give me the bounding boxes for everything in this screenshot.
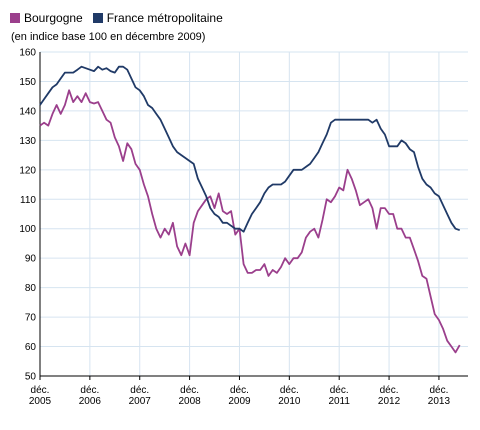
y-tick-label: 140 bbox=[19, 106, 36, 117]
x-tick-label: déc. 2005 bbox=[29, 385, 52, 407]
legend-label-france: France métropolitaine bbox=[106, 11, 223, 25]
y-tick-label: 150 bbox=[19, 77, 36, 88]
legend-item-france: France métropolitaine bbox=[92, 11, 223, 25]
y-tick-label: 100 bbox=[19, 224, 36, 235]
legend-swatch-bourgogne bbox=[10, 13, 20, 23]
y-tick-label: 60 bbox=[25, 342, 37, 353]
x-tick-label: déc. 2012 bbox=[378, 385, 401, 407]
x-tick-label: déc. 2009 bbox=[228, 385, 251, 407]
x-tick-label: déc. 2006 bbox=[79, 385, 102, 407]
y-tick-label: 110 bbox=[20, 195, 36, 206]
x-tick-label: déc. 2010 bbox=[278, 385, 301, 407]
series-line-france-metropolitaine bbox=[39, 65, 461, 233]
chart-subtitle: (en indice base 100 en décembre 2009) bbox=[11, 31, 206, 43]
legend-swatch-france bbox=[92, 13, 103, 23]
x-tick-label: déc. 2007 bbox=[129, 385, 152, 407]
legend-label-bourgogne: Bourgogne bbox=[24, 11, 83, 25]
x-tick-label: déc. 2013 bbox=[428, 385, 451, 407]
y-tick-label: 130 bbox=[19, 136, 36, 147]
y-tick-label: 120 bbox=[19, 165, 36, 176]
y-tick-label: 80 bbox=[25, 283, 37, 294]
x-axis: déc. 2005 déc. 2006 déc. 2007 déc. 2008 déc. 2009… bbox=[29, 375, 468, 407]
y-axis: 50 60 70 80 90 100 110 120 130 140 150 160 bbox=[19, 48, 41, 383]
y-tick-label: 70 bbox=[25, 313, 37, 324]
y-tick-label: 90 bbox=[25, 254, 37, 265]
legend-item-bourgogne: Bourgogne bbox=[10, 11, 83, 25]
grid bbox=[39, 51, 468, 377]
legend: Bourgogne France métropolitaine bbox=[10, 10, 233, 26]
x-tick-label: déc. 2011 bbox=[328, 385, 350, 407]
series-lines bbox=[39, 65, 461, 354]
y-tick-label: 50 bbox=[25, 372, 37, 383]
series-line-bourgogne bbox=[39, 89, 461, 354]
x-tick-label: déc. 2008 bbox=[178, 385, 201, 407]
y-tick-label: 160 bbox=[19, 48, 36, 59]
